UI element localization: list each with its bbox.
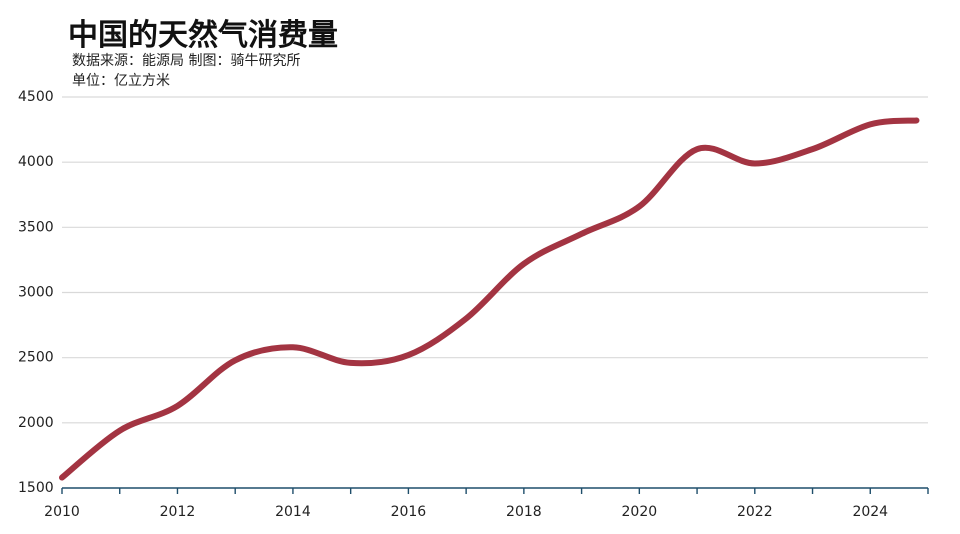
chart-source: 数据来源：能源局 制图：骑牛研究所 xyxy=(72,53,301,69)
data-point-2018 xyxy=(521,261,527,267)
series-line-0 xyxy=(59,117,920,481)
data-point-2023 xyxy=(810,146,816,152)
x-tick-label-2018: 2018 xyxy=(506,504,542,520)
data-point-2010 xyxy=(59,475,65,481)
data-point-2017 xyxy=(463,316,469,322)
chart-unit: 单位：亿立方米 xyxy=(72,73,170,89)
y-axis-ticks: 1500 2000 2500 3000 3500 4000 4500 xyxy=(18,89,54,496)
data-point-2014 xyxy=(290,344,296,350)
data-point-2013 xyxy=(232,357,238,363)
x-tick-label-2016: 2016 xyxy=(391,504,427,520)
x-tick-label-2024: 2024 xyxy=(852,504,888,520)
data-point-2020 xyxy=(636,203,642,209)
x-tick-label-2010: 2010 xyxy=(44,504,80,520)
y-tick-label-2500: 2500 xyxy=(18,350,54,366)
data-point-2011 xyxy=(117,428,123,434)
data-point-2019 xyxy=(579,231,585,237)
y-tick-label-1500: 1500 xyxy=(18,480,54,496)
x-axis xyxy=(61,487,929,494)
x-tick-label-2022: 2022 xyxy=(737,504,773,520)
data-point-2024 xyxy=(867,121,873,127)
y-tick-label-2000: 2000 xyxy=(18,415,54,431)
x-tick-label-2012: 2012 xyxy=(160,504,196,520)
chart-title: 中国的天然气消费量 xyxy=(68,18,338,53)
y-tick-label-3500: 3500 xyxy=(18,219,54,235)
data-point-2015 xyxy=(348,360,354,366)
data-point-2016 xyxy=(405,352,411,358)
series-layer xyxy=(59,117,920,481)
data-point-2021 xyxy=(694,146,700,152)
data-point-2024.8 xyxy=(913,117,919,123)
y-tick-label-4000: 4000 xyxy=(18,154,54,170)
data-point-2012 xyxy=(174,403,180,409)
grid-lines xyxy=(62,96,928,424)
data-point-2022 xyxy=(752,160,758,166)
y-tick-label-4500: 4500 xyxy=(18,89,54,105)
x-axis-ticks: 2010 2012 2014 2016 2018 2020 2022 2024 xyxy=(44,504,888,520)
y-tick-label-3000: 3000 xyxy=(18,285,54,301)
x-tick-label-2020: 2020 xyxy=(622,504,658,520)
x-tick-label-2014: 2014 xyxy=(275,504,311,520)
